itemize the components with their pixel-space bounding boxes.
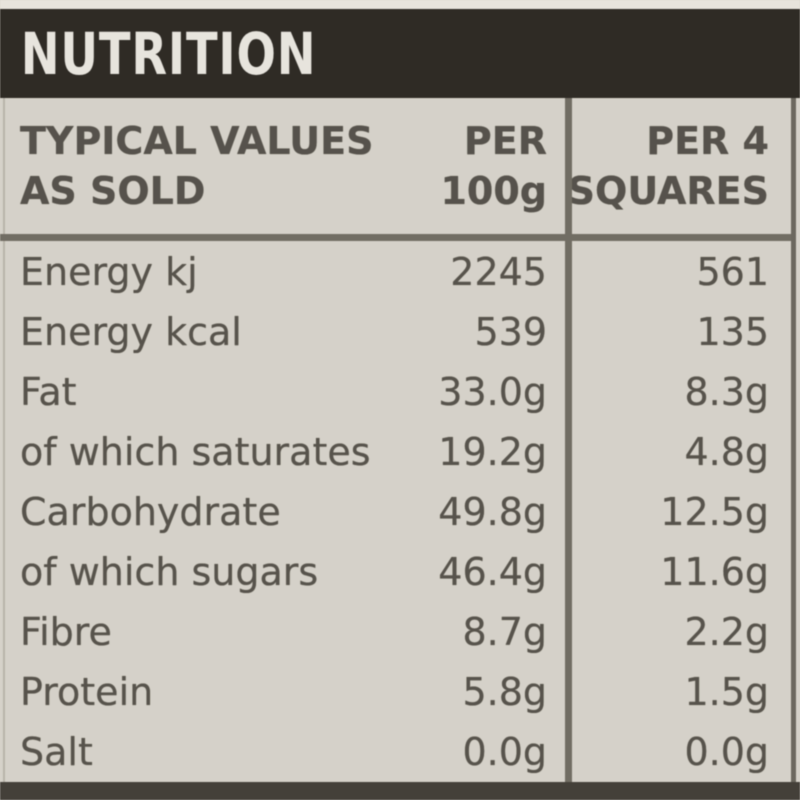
header-typical-values: TYPICAL VALUES AS SOLD: [20, 116, 373, 236]
row-value-per-4-squares: 1.5g: [684, 670, 769, 714]
row-value-per-4-squares: 2.2g: [684, 610, 769, 654]
row-label: Protein: [20, 670, 154, 714]
table-row-sugars: of which sugars 46.4g 11.6g: [0, 542, 789, 602]
row-value-per-100g: 19.2g: [438, 430, 547, 474]
header-per-100g-line2: 100g: [440, 169, 547, 213]
table-row-protein: Protein 5.8g 1.5g: [0, 662, 789, 722]
header-per-100g-line1: PER: [463, 119, 547, 163]
nutrition-title: NUTRITION: [20, 19, 317, 88]
header-per-4-squares-line2: SQUARES: [567, 169, 769, 213]
table-row-energy-kj: Energy kj 2245 561: [0, 242, 789, 302]
table-row-fat: Fat 33.0g 8.3g: [0, 362, 789, 422]
row-value-per-4-squares: 8.3g: [684, 370, 769, 414]
table-row-energy-kcal: Energy kcal 539 135: [0, 302, 789, 362]
header-per-4-squares: PER 4 SQUARES: [565, 98, 789, 236]
row-value-per-4-squares: 4.8g: [684, 430, 769, 474]
row-value-per-4-squares: 12.5g: [660, 490, 769, 534]
table-left-border: [3, 98, 5, 782]
row-label: Energy kcal: [20, 310, 242, 354]
row-value-per-4-squares: 561: [696, 250, 769, 294]
header-typical-values-line2: AS SOLD: [20, 169, 206, 213]
row-value-per-100g: 49.8g: [438, 490, 547, 534]
table-row-saturates: of which saturates 19.2g 4.8g: [0, 422, 789, 482]
row-value-per-100g: 8.7g: [462, 610, 547, 654]
row-value-per-100g: 2245: [450, 250, 547, 294]
table-header-row: TYPICAL VALUES AS SOLD PER 100g PER 4 SQ…: [0, 98, 789, 236]
row-value-per-100g: 46.4g: [438, 550, 547, 594]
row-label: Carbohydrate: [20, 490, 281, 534]
row-value-per-4-squares: 0.0g: [684, 730, 769, 774]
table-row-salt: Salt 0.0g 0.0g: [0, 722, 789, 782]
row-value-per-4-squares: 135: [696, 310, 769, 354]
row-value-per-100g: 33.0g: [438, 370, 547, 414]
row-label: of which sugars: [20, 550, 319, 594]
row-value-per-4-squares: 11.6g: [660, 550, 769, 594]
header-typical-values-line1: TYPICAL VALUES: [20, 119, 374, 163]
table-row-fibre: Fibre 8.7g 2.2g: [0, 602, 789, 662]
header-per-100g: PER 100g: [440, 116, 547, 236]
nutrition-title-bar: NUTRITION: [0, 9, 800, 98]
table-row-carbohydrate: Carbohydrate 49.8g 12.5g: [0, 482, 789, 542]
row-label: of which saturates: [20, 430, 371, 474]
row-value-per-100g: 5.8g: [462, 670, 547, 714]
header-per-4-squares-line1: PER 4: [646, 119, 769, 163]
bottom-margin-bar: [0, 782, 800, 800]
row-label: Fat: [20, 370, 77, 414]
row-value-per-100g: 0.0g: [462, 730, 547, 774]
header-cell-main: TYPICAL VALUES AS SOLD PER 100g: [0, 98, 565, 236]
column-divider: [565, 98, 572, 782]
row-label: Energy kj: [20, 250, 198, 294]
row-label: Fibre: [20, 610, 112, 654]
table-body: Energy kj 2245 561 Energy kcal 539 135 F…: [0, 242, 789, 782]
row-label: Salt: [20, 730, 93, 774]
header-divider-rule: [0, 234, 793, 241]
row-value-per-100g: 539: [474, 310, 547, 354]
table-right-border: [791, 98, 796, 782]
top-margin-strip: [0, 0, 800, 9]
